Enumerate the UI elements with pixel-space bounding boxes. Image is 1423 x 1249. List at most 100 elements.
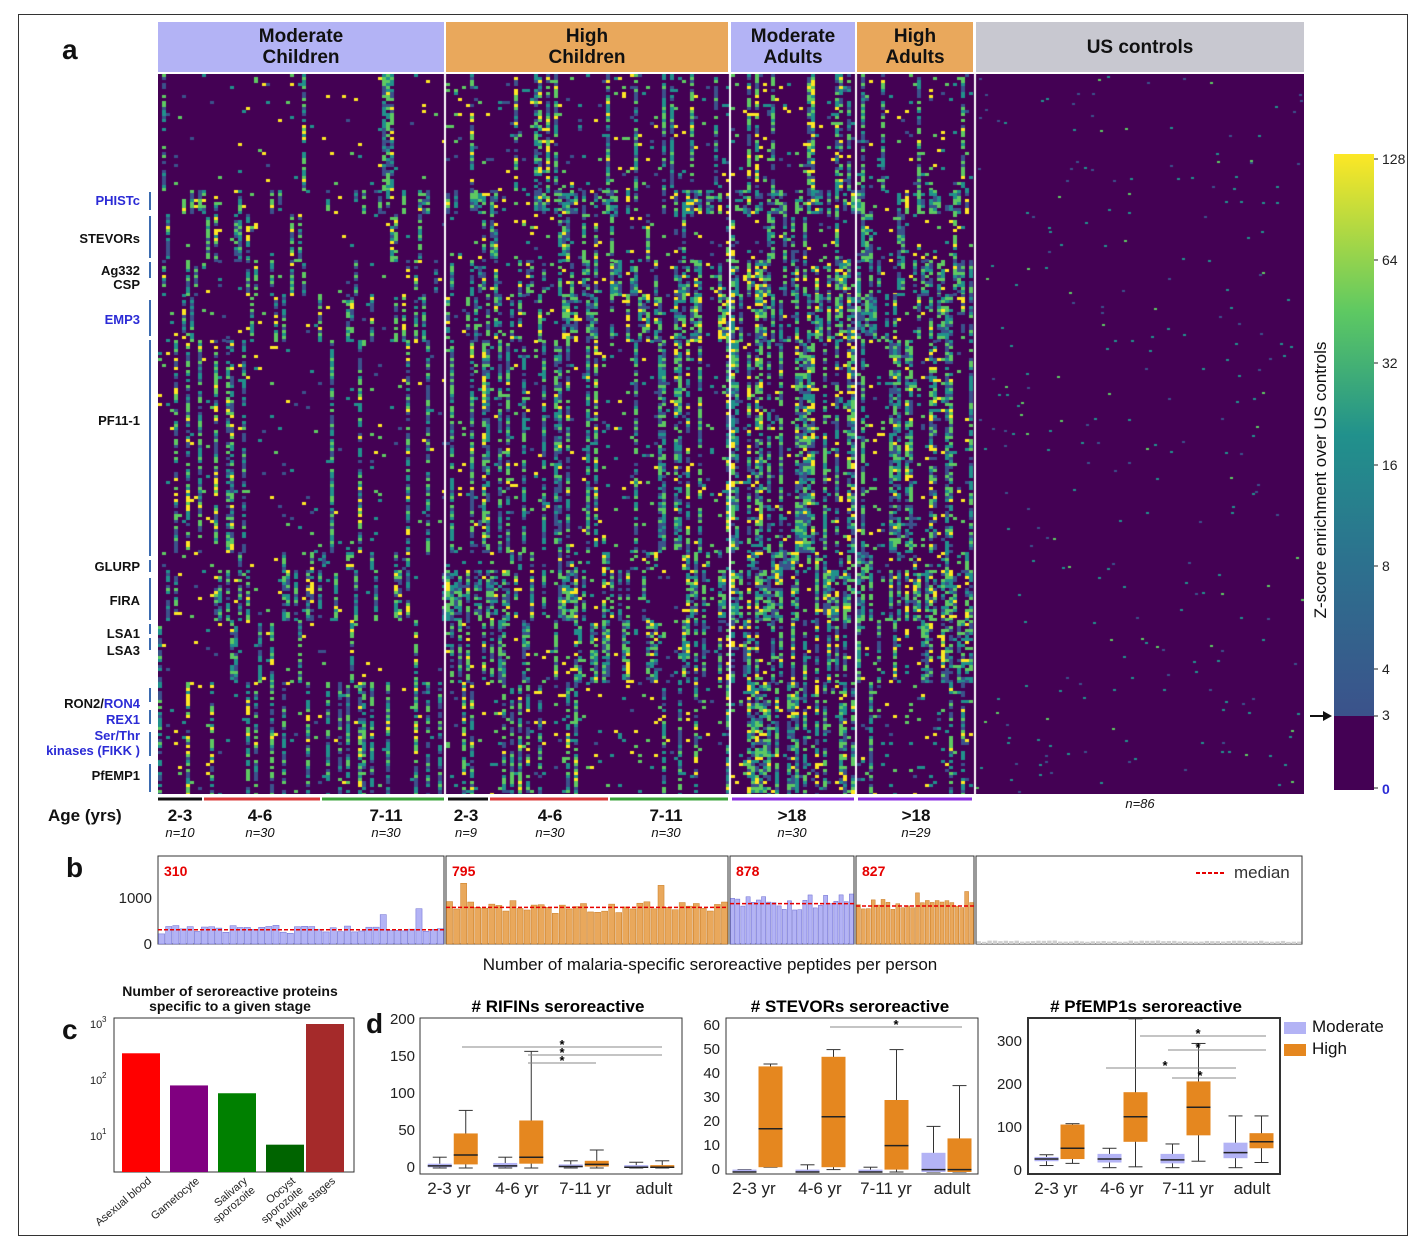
per-person-bar: [939, 901, 945, 945]
per-person-bar: [488, 903, 496, 945]
per-person-bar: [401, 930, 409, 945]
per-person-bar: [700, 908, 707, 945]
per-person-bar: [802, 900, 808, 945]
per-person-bar: [915, 892, 920, 945]
per-person-bar: [959, 907, 964, 945]
per-person-bar: [337, 931, 344, 945]
group-header-us-controls: US controls: [976, 22, 1304, 72]
median-value-label: 795: [452, 863, 476, 879]
per-person-bar: [905, 905, 910, 945]
per-person-bar: [707, 910, 714, 945]
subplot-frame: [855, 855, 975, 945]
stage-bar: [266, 1144, 304, 1172]
per-person-bar: [861, 908, 866, 945]
per-person-bar: [158, 933, 165, 945]
stage-label: Gametocyte: [149, 1175, 202, 1222]
panel-c-title: Number of seroreactive proteins specific…: [122, 983, 338, 1014]
per-person-bar: [1199, 941, 1204, 944]
colorbar-gradient: [1334, 154, 1374, 716]
significance-star: *: [1197, 1068, 1203, 1083]
x-tick-label: 7-11 yr: [1162, 1179, 1214, 1198]
per-person-bar: [1019, 941, 1025, 944]
box: [821, 1056, 846, 1168]
protein-label-fira: FIRA: [109, 593, 140, 608]
protein-label-stevors: STEVORs: [79, 231, 140, 246]
per-person-bar: [1182, 941, 1188, 944]
median-value-label: 827: [862, 863, 886, 879]
colorbar: 128 64 32 16 8 4 3 0 Z-score enrichment …: [1310, 151, 1406, 797]
x-tick-label: adult: [636, 1179, 673, 1198]
age-group-label: 2-3: [167, 806, 193, 825]
box: [1186, 1081, 1211, 1136]
per-person-bar: [372, 926, 380, 945]
protein-brackets: [149, 192, 151, 792]
per-person-bar: [776, 905, 782, 945]
per-person-bar: [1123, 941, 1128, 944]
per-person-bar: [843, 901, 849, 945]
stage-label: Salivarysporozoite: [203, 1175, 258, 1226]
age-group-label: 2-3: [453, 806, 479, 825]
per-person-bar: [495, 905, 503, 945]
protein-label-glurp: GLURP: [94, 559, 141, 574]
per-person-bar: [265, 926, 273, 945]
per-person-bar: [969, 902, 974, 945]
per-person-bar: [976, 941, 981, 944]
per-person-bar: [194, 931, 201, 945]
per-person-bar: [502, 910, 510, 945]
per-person-bar: [1161, 941, 1166, 944]
per-person-bar: [1106, 941, 1112, 944]
per-person-bar: [787, 900, 792, 945]
x-tick-label: adult: [934, 1179, 971, 1198]
per-person-bar: [895, 903, 900, 945]
per-person-bar: [358, 930, 366, 945]
per-person-bar: [934, 900, 940, 945]
significance-star: *: [1195, 1040, 1201, 1055]
colorbar-tick: 4: [1382, 661, 1390, 677]
colorbar-tick: 8: [1382, 558, 1390, 574]
per-person-bar: [875, 904, 881, 945]
per-person-bar: [1172, 940, 1177, 944]
per-person-bar: [949, 902, 955, 945]
per-person-bar: [258, 927, 266, 945]
per-person-bar: [1128, 940, 1134, 944]
colorbar-tick: 0: [1382, 781, 1390, 797]
stage-bar: [122, 1053, 160, 1172]
protein-label-pfemp1: PfEMP1: [91, 768, 140, 783]
age-group-n: n=30: [651, 825, 681, 840]
per-person-bar: [1068, 941, 1074, 944]
y-tick-label: 60: [703, 1017, 720, 1034]
per-person-bar: [730, 898, 735, 945]
panel-label-b: b: [66, 852, 84, 883]
per-person-bar: [792, 909, 797, 945]
age-group-n: n=10: [165, 825, 195, 840]
per-person-bar: [838, 894, 844, 945]
per-person-bar: [761, 896, 766, 945]
significance-star: *: [559, 1053, 565, 1068]
per-person-bar: [460, 883, 467, 945]
stage-bar: [306, 1024, 344, 1172]
colorbar-title: Z-score enrichment over US controls: [1311, 342, 1330, 619]
stage-bar: [170, 1085, 208, 1172]
per-person-bar: [721, 901, 728, 945]
per-person-bar: [823, 895, 828, 945]
per-person-bar: [215, 927, 223, 945]
per-person-bar: [1253, 941, 1259, 944]
age-group-n: n=29: [901, 825, 931, 840]
significance-star: *: [893, 1017, 899, 1032]
per-person-bar: [1079, 941, 1085, 944]
legend-swatch: [1284, 1043, 1306, 1056]
per-person-bar: [530, 904, 538, 945]
y-tick-exp: 1: [102, 1127, 107, 1136]
y-tick-label: 50: [703, 1041, 720, 1058]
per-person-bar: [1166, 940, 1172, 944]
y-tick-exp: 3: [102, 1015, 107, 1024]
per-person-bar: [1221, 941, 1226, 944]
per-person-bar: [797, 909, 803, 945]
y-tick-label: 10: [90, 1019, 102, 1031]
y-tick-label: 30: [703, 1089, 720, 1106]
per-person-bar: [1204, 940, 1210, 944]
per-person-bar: [1237, 940, 1242, 944]
per-person-bar: [415, 908, 423, 945]
x-tick-label: adult: [1234, 1179, 1271, 1198]
y-tick-label: 0: [1014, 1162, 1022, 1179]
